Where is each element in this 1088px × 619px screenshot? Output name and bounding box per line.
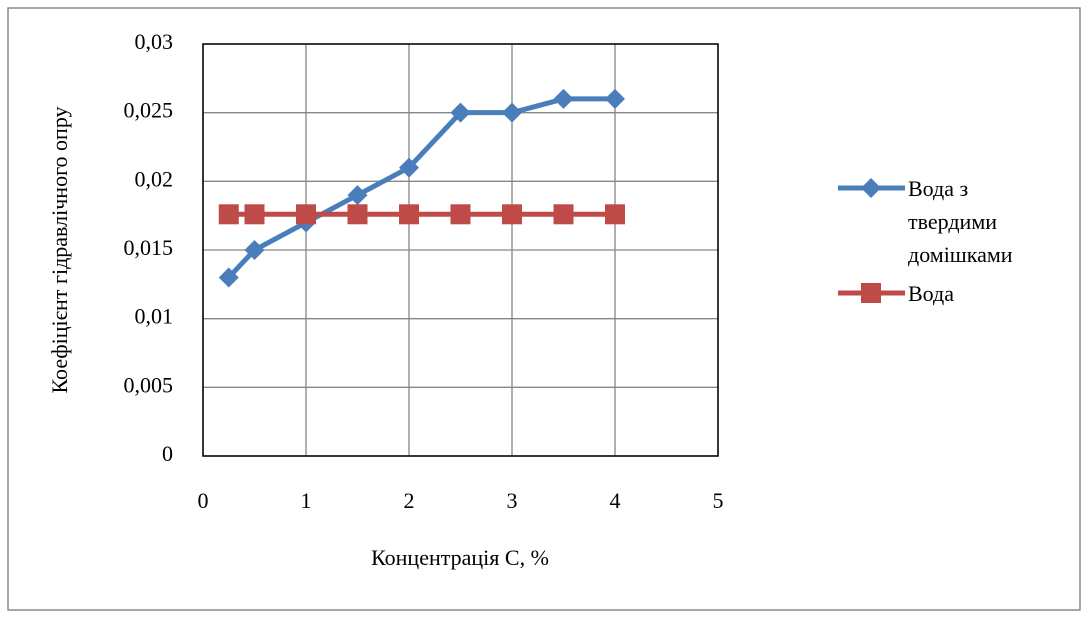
marker — [347, 204, 368, 225]
marker — [244, 240, 265, 260]
marker — [553, 88, 574, 109]
marker — [861, 178, 881, 198]
y-tick-label: 0 — [162, 441, 173, 466]
marker — [399, 157, 419, 178]
marker — [502, 102, 522, 123]
marker — [244, 204, 265, 225]
marker — [553, 204, 574, 225]
y-tick-label: 0,015 — [124, 235, 174, 260]
marker — [399, 204, 419, 225]
marker — [218, 204, 239, 225]
x-tick-label: 0 — [198, 488, 209, 513]
x-tick-label: 2 — [404, 488, 415, 513]
y-tick-label: 0,025 — [124, 98, 174, 123]
chart-border — [7, 7, 1081, 611]
x-tick-label: 3 — [507, 488, 518, 513]
marker — [450, 102, 471, 123]
marker — [502, 204, 522, 225]
marker — [296, 204, 316, 225]
x-tick-label: 1 — [301, 488, 312, 513]
y-tick-label: 0,03 — [135, 29, 174, 54]
legend-label: Вода — [908, 281, 954, 306]
marker — [450, 204, 471, 225]
marker — [605, 88, 625, 109]
y-tick-label: 0,02 — [135, 166, 174, 191]
marker — [861, 283, 881, 303]
plot-frame — [202, 43, 719, 457]
y-axis-label: Коефіцієнт гідравлічного опру — [47, 106, 72, 393]
x-tick-label: 5 — [713, 488, 724, 513]
y-tick-label: 0,01 — [135, 304, 174, 329]
y-tick-label: 0,005 — [124, 372, 174, 397]
marker — [347, 185, 368, 206]
marker — [605, 204, 625, 225]
x-tick-label: 4 — [610, 488, 621, 513]
legend-label: Вода з твердими домішками — [908, 176, 1013, 267]
marker — [218, 267, 239, 288]
x-axis-label: Концентрація С, % — [371, 545, 549, 570]
